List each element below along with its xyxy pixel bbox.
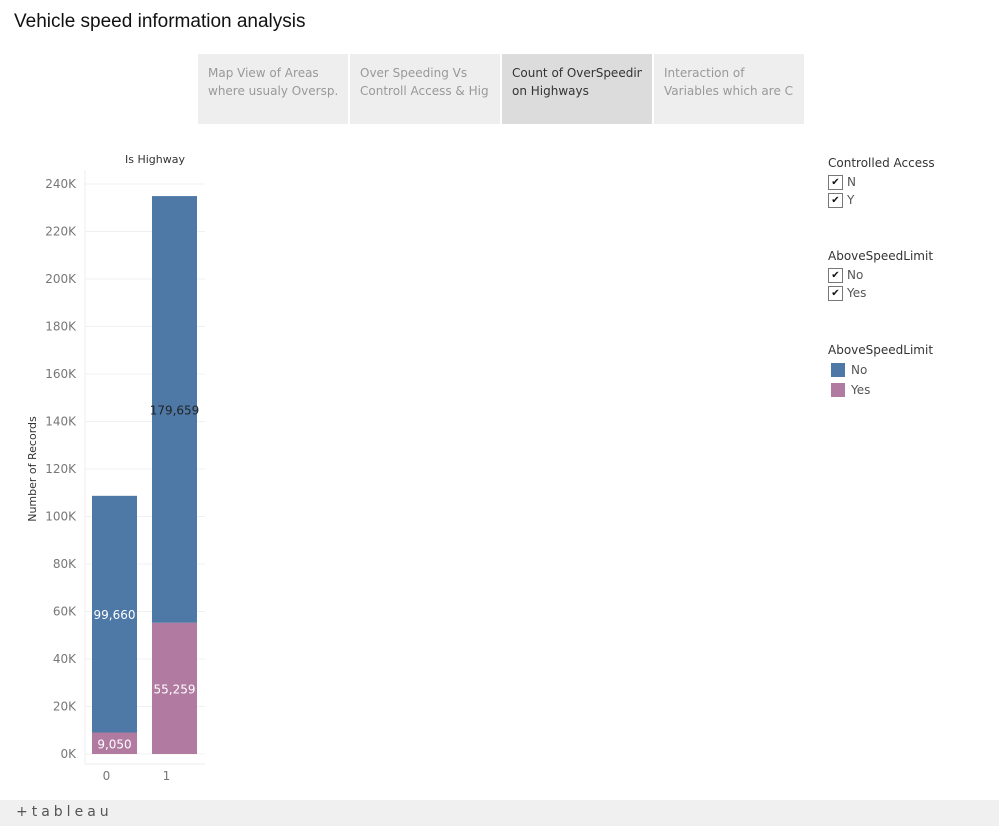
story-tabs: Map View of Areas where usualy Oversp.. Ov… [198, 54, 804, 124]
filter-checkbox-item[interactable]: ✔ Y [828, 191, 935, 209]
tab-label: Variables which are C.. [664, 84, 794, 98]
page-title: Vehicle speed information analysis [14, 11, 306, 32]
y-tick-label: 200K [45, 272, 77, 286]
story-tab[interactable]: Count of OverSpeeding on Highways [502, 54, 652, 124]
legend-label: No [851, 363, 868, 377]
legend-swatch [831, 363, 845, 377]
y-tick-label: 60K [53, 605, 77, 619]
y-tick-label: 160K [45, 367, 77, 381]
footer: +tableau [0, 800, 999, 826]
data-label: 179,659 [150, 403, 200, 417]
bar-segment [152, 622, 197, 754]
bar-segment [92, 495, 137, 733]
data-label: 9,050 [97, 737, 131, 751]
story-tab[interactable]: Map View of Areas where usualy Oversp.. [198, 54, 348, 124]
filter-checkbox-item[interactable]: ✔ No [828, 266, 933, 284]
bar-segment [152, 196, 197, 623]
filter-checkbox-item[interactable]: ✔ Yes [828, 284, 933, 302]
tab-label: where usualy Oversp.. [208, 84, 338, 98]
checkbox[interactable]: ✔ [828, 174, 843, 190]
y-tick-label: 80K [53, 557, 77, 571]
y-tick-label: 20K [53, 700, 77, 714]
filter-above-speed-limit: AboveSpeedLimit ✔ No ✔ Yes [828, 249, 933, 302]
y-tick-label: 140K [45, 415, 77, 429]
tableau-logo[interactable]: +tableau [16, 804, 113, 820]
y-tick-label: 100K [45, 510, 77, 524]
legend-title: AboveSpeedLimit [828, 343, 934, 357]
checkbox-label: Yes [847, 286, 867, 300]
y-tick-label: 180K [45, 320, 77, 334]
filter-title: Controlled Access [828, 156, 935, 170]
bar-segment [92, 732, 137, 754]
story-tab[interactable]: Interaction of Variables which are C.. [654, 54, 804, 124]
tab-label: Map View of Areas [208, 66, 319, 80]
color-legend: AboveSpeedLimit No Yes [828, 343, 933, 400]
x-tick-label: 1 [163, 769, 171, 783]
checkbox[interactable]: ✔ [828, 192, 843, 208]
data-label: 99,660 [94, 608, 136, 622]
data-label: 55,259 [154, 682, 196, 696]
y-axis-title: Number of Records [26, 416, 39, 522]
legend-label: Yes [851, 383, 871, 397]
checkbox-label: No [847, 268, 864, 282]
tab-label: Count of OverSpeeding [512, 66, 642, 80]
tab-label: Over Speeding Vs [360, 66, 468, 80]
stacked-bar-chart: 0K 20K 40K 60K 80K 100K 120K 140K 160K 180K 200K 22… [26, 153, 205, 783]
y-tick-label: 240K [45, 177, 77, 191]
checkbox-label: Y [847, 193, 855, 207]
legend-swatch [831, 383, 845, 397]
column-header: Is Highway [125, 153, 185, 166]
tab-label: Controll Access & Hig.. [360, 84, 490, 98]
tab-label: on Highways [512, 84, 589, 98]
legend-item[interactable]: No [828, 360, 933, 380]
y-tick-label: 0K [60, 747, 77, 761]
checkbox[interactable]: ✔ [828, 285, 843, 301]
filter-title: AboveSpeedLimit [828, 249, 934, 263]
filter-checkbox-item[interactable]: ✔ N [828, 173, 935, 191]
x-tick-label: 0 [103, 769, 111, 783]
filter-controlled-access: Controlled Access ✔ N ✔ Y [828, 156, 935, 209]
y-tick-label: 120K [45, 462, 77, 476]
y-tick-label: 220K [45, 225, 77, 239]
legend-item[interactable]: Yes [828, 380, 933, 400]
story-tab[interactable]: Over Speeding Vs Controll Access & Hig.. [350, 54, 500, 124]
checkbox-label: N [847, 175, 856, 189]
tab-label: Interaction of [664, 66, 745, 80]
checkbox[interactable]: ✔ [828, 267, 843, 283]
y-tick-label: 40K [53, 652, 77, 666]
